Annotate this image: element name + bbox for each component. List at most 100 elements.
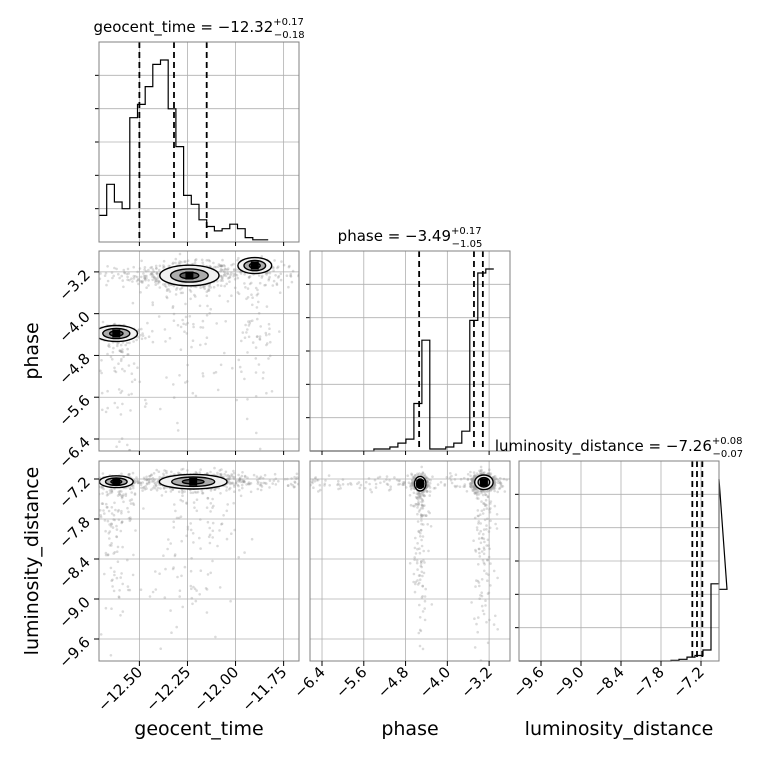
sample-point: [472, 484, 475, 488]
x-tick-label-geocent_time: −12.00: [190, 663, 242, 715]
sample-point: [416, 568, 419, 571]
sample-point: [112, 346, 115, 350]
sample-point: [477, 493, 481, 496]
sample-point: [120, 509, 123, 513]
sample-point: [488, 468, 491, 472]
sample-point: [181, 605, 184, 609]
sample-point: [397, 483, 400, 486]
sample-point: [129, 502, 133, 505]
sample-point: [157, 315, 161, 318]
sample-point: [190, 596, 194, 600]
sample-point: [177, 261, 181, 265]
sample-point: [205, 588, 209, 591]
sample-point: [123, 369, 126, 373]
sample-point: [252, 473, 256, 477]
sample-point: [474, 491, 478, 494]
sample-point: [201, 491, 204, 495]
sample-point: [108, 537, 111, 540]
sample-point: [420, 565, 424, 569]
sample-point: [158, 286, 162, 289]
sample-point: [419, 513, 423, 516]
sample-point: [151, 303, 155, 307]
sample-point: [420, 491, 424, 495]
sample-point: [121, 367, 124, 371]
sample-point: [382, 480, 386, 483]
sample-point: [121, 582, 124, 586]
sample-point: [471, 478, 475, 481]
sample-point: [198, 471, 202, 474]
sample-point: [414, 502, 418, 506]
sample-point: [172, 526, 176, 529]
sample-point: [201, 372, 205, 375]
sample-point: [158, 280, 161, 284]
sample-point: [137, 329, 140, 332]
sample-point: [417, 498, 420, 501]
sample-point: [469, 470, 472, 474]
sample-point: [489, 500, 493, 503]
sample-point: [156, 282, 160, 285]
sample-point: [293, 481, 297, 484]
sample-point: [255, 306, 259, 309]
sample-point: [173, 553, 177, 556]
sample-point: [414, 495, 418, 499]
sample-point: [261, 477, 265, 480]
sample-point: [189, 522, 192, 525]
y-tick-label-luminosity_distance: −9.6: [55, 633, 93, 671]
sample-point: [260, 276, 264, 279]
sample-point: [186, 321, 189, 325]
sample-point: [126, 506, 129, 510]
sample-point: [234, 273, 237, 276]
sample-point: [231, 481, 234, 485]
sample-point: [123, 271, 126, 274]
sample-point: [154, 483, 158, 487]
sample-point: [472, 474, 476, 478]
sample-point: [140, 259, 143, 263]
sample-point: [117, 388, 121, 391]
sample-point: [417, 663, 420, 666]
sample-point: [230, 532, 233, 535]
sample-point: [205, 506, 209, 510]
sample-point: [209, 489, 213, 492]
sample-point: [101, 492, 104, 495]
sample-point: [149, 266, 152, 270]
sample-point: [248, 482, 252, 486]
sample-point: [455, 484, 459, 488]
sample-point: [154, 283, 157, 287]
sample-point: [135, 275, 139, 279]
sample-point: [474, 585, 477, 588]
sample-point: [206, 472, 209, 475]
sample-point: [237, 473, 240, 477]
sample-point: [483, 518, 487, 522]
sample-point: [237, 478, 241, 482]
sample-point: [232, 483, 236, 487]
sample-point: [121, 494, 124, 498]
panel-content: [99, 461, 299, 661]
sample-point: [165, 469, 168, 473]
sample-point: [220, 277, 224, 281]
sample-point: [272, 479, 276, 482]
sample-point: [221, 268, 225, 272]
sample-point: [470, 483, 473, 486]
sample-point: [232, 471, 236, 475]
sample-point: [479, 490, 483, 493]
sample-point: [143, 277, 147, 281]
sample-point: [409, 485, 412, 488]
sample-point: [470, 601, 473, 604]
sample-point: [472, 539, 475, 542]
sample-point: [238, 365, 242, 369]
sample-point: [293, 485, 296, 489]
sample-point: [121, 545, 124, 549]
sample-point: [209, 502, 213, 505]
sample-point: [152, 472, 156, 475]
sample-point: [99, 369, 102, 373]
sample-point: [136, 366, 139, 370]
sample-point: [246, 287, 250, 290]
sample-point: [235, 479, 238, 483]
sample-point: [226, 477, 230, 480]
sample-point: [117, 272, 120, 276]
sample-point: [219, 269, 222, 273]
sample-point: [462, 476, 466, 480]
sample-point: [418, 492, 422, 496]
sample-point: [498, 480, 502, 483]
sample-point: [178, 252, 182, 256]
